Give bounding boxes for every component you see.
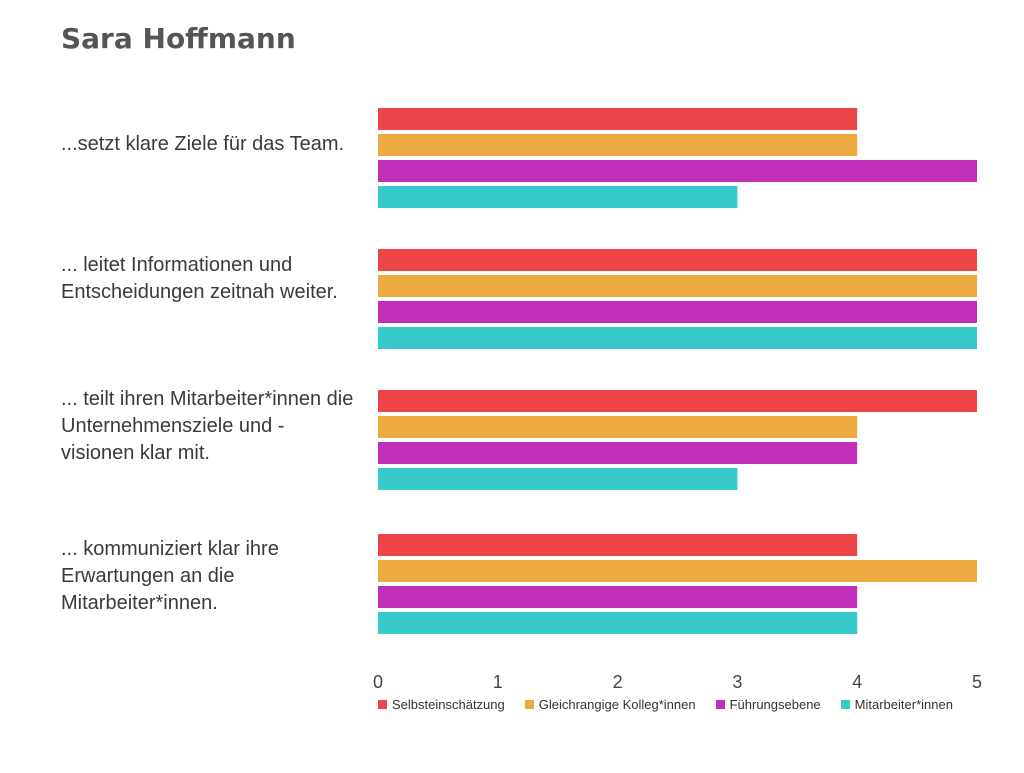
legend-label: Führungsebene (729, 697, 821, 712)
bar-3-2 (378, 416, 858, 438)
legend-label: Selbsteinschätzung (392, 697, 505, 712)
legend-item-fuehrungsebene: Führungsebene (715, 697, 821, 712)
bar-2-1 (378, 249, 977, 271)
bar-4-2 (378, 560, 977, 582)
x-tick-label: 0 (373, 672, 383, 692)
bar-3-3 (378, 442, 858, 464)
bar-1-2 (378, 134, 858, 156)
category-label-1: ...setzt klare Ziele für das Team. (61, 133, 345, 155)
legend-swatch (378, 700, 387, 709)
legend: Selbsteinschätzung Gleichrangige Kolleg*… (378, 697, 953, 712)
bar-4-1 (378, 534, 858, 556)
legend-item-selbsteinschaetzung: Selbsteinschätzung (378, 697, 505, 712)
chart-title: Sara Hoffmann (61, 22, 296, 55)
legend-swatch (524, 700, 534, 709)
category-label-4: ... kommuniziert klar ihre Erwartungen a… (61, 538, 279, 614)
x-tick-label: 1 (493, 672, 503, 692)
bar-2-3 (378, 301, 977, 323)
legend-item-gleichrangige: Gleichrangige Kolleg*innen (524, 697, 696, 712)
legend-label: Mitarbeiter*innen (854, 697, 953, 712)
legend-label: Gleichrangige Kolleg*innen (538, 697, 696, 712)
x-tick-label: 5 (972, 672, 982, 692)
legend-swatch (715, 700, 725, 709)
bar-3-1 (378, 390, 977, 412)
bar-4-4 (378, 612, 858, 634)
bar-1-3 (378, 160, 977, 182)
bar-4-3 (378, 586, 858, 608)
category-label-3: ... teilt ihren Mitarbeiter*innen die Un… (61, 388, 354, 464)
legend-swatch (840, 700, 850, 709)
x-tick-label: 2 (613, 672, 623, 692)
category-label-2: ... leitet Informationen und Entscheidun… (61, 254, 338, 303)
legend-item-mitarbeiter: Mitarbeiter*innen (840, 697, 953, 712)
bar-2-4 (378, 327, 977, 349)
bar-1-4 (378, 186, 738, 208)
bar-2-2 (378, 275, 977, 297)
bar-1-1 (378, 108, 858, 130)
bar-3-4 (378, 468, 738, 490)
x-tick-label: 4 (852, 672, 862, 692)
x-tick-label: 3 (732, 672, 742, 692)
